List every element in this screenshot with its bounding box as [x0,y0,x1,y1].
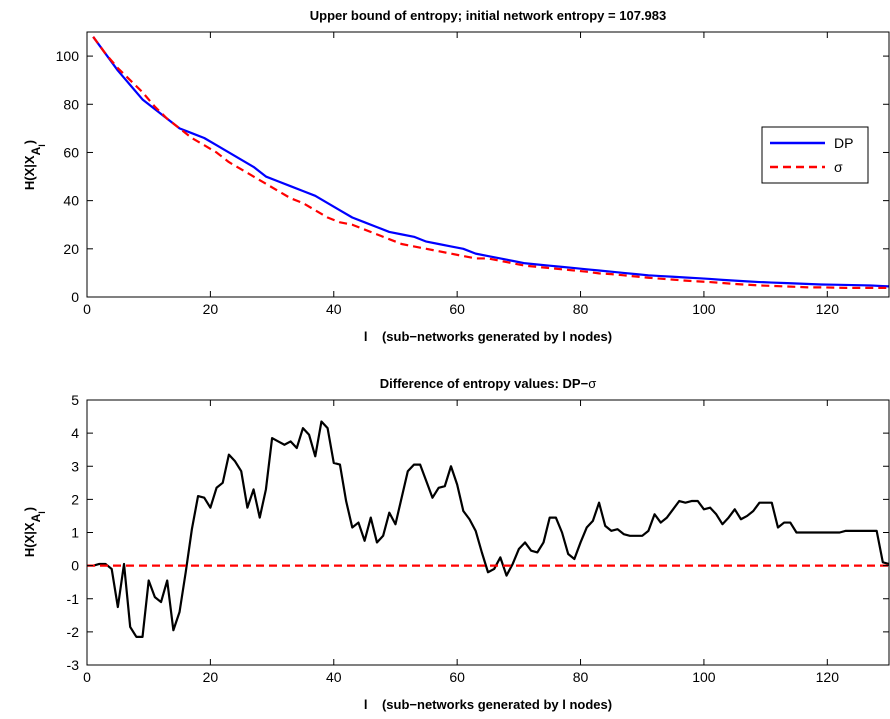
y-tick-label: 20 [63,241,79,257]
x-tick-label: 20 [203,669,219,685]
y-axis-label-top-main: H(X|X [22,155,37,190]
x-tick-label: 60 [449,301,465,317]
y-tick-label: 100 [56,48,80,64]
x-tick-label: 60 [449,669,465,685]
x-tick-label: 80 [573,301,589,317]
y-tick-label: 60 [63,144,79,160]
plot-area-top [87,32,889,297]
x-tick-label: 0 [83,669,91,685]
x-tick-label: 100 [692,301,716,317]
y-axis-label-bottom-close: ) [22,507,37,511]
y-tick-label: 80 [63,96,79,112]
x-tick-label: 80 [573,669,589,685]
panel-entropy-bound: Upper bound of entropy; initial network … [22,8,890,344]
chart-title-top: Upper bound of entropy; initial network … [310,8,666,23]
y-tick-label: 2 [71,491,79,507]
x-tick-label: 120 [816,669,840,685]
x-tick-label: 40 [326,301,342,317]
svg-text:H(X|XAl): H(X|XAl) [22,140,47,190]
y-tick-label: -1 [67,591,80,607]
y-tick-label: 5 [71,392,79,408]
y-tick-label: 40 [63,193,79,209]
series-line-difference [92,420,889,638]
axes-frame-top [86,31,890,298]
y-axis-label-bottom-subsub: l [37,511,47,514]
series-line-sigma [92,36,889,289]
y-tick-label: 0 [71,558,79,574]
legend-label-dp: DP [834,135,853,151]
tick-layer-top: 0 20 40 60 80 100 120 0 20 40 60 80 100 [56,32,889,317]
y-tick-label: -2 [67,624,80,640]
y-axis-label-bottom: H(X|XAl) [22,507,47,557]
y-tick-label: 0 [71,289,79,305]
y-axis-label-bottom-main: H(X|X [22,522,37,557]
x-tick-label: 100 [692,669,716,685]
y-axis-label-top-sub: A [29,146,43,155]
series-line-dp [92,36,889,288]
y-axis-label-bottom-sub: A [29,513,43,522]
chart-title-bottom-main: Difference of entropy values: DP− [380,376,589,391]
panel-entropy-difference: Difference of entropy values: DP−σ 0 20 40… [22,376,890,712]
y-axis-label-top-subsub: l [37,144,47,147]
y-axis-label-top: H(X|XAl) [22,140,47,190]
y-tick-label: -3 [67,657,80,673]
series-layer-bottom [87,420,889,638]
x-tick-label: 120 [816,301,840,317]
x-axis-label-bottom: l (sub−networks generated by l nodes) [364,697,612,712]
y-tick-label: 1 [71,525,79,541]
svg-text:H(X|XAl): H(X|XAl) [22,507,47,557]
x-tick-label: 40 [326,669,342,685]
axes-frame-bottom [86,399,890,666]
y-axis-label-top-close: ) [22,140,37,144]
plot-area-bottom [87,400,889,665]
tick-layer-bottom: 0 20 40 60 80 100 120 -3 -2 -1 0 1 2 3 4 5 [67,392,889,685]
chart-title-bottom-sigma: σ [588,376,596,391]
x-axis-label-top: l (sub−networks generated by l nodes) [364,329,612,344]
legend-label-sigma: σ [834,159,843,175]
chart-title-bottom: Difference of entropy values: DP−σ [380,376,596,391]
x-tick-label: 0 [83,301,91,317]
y-tick-label: 3 [71,458,79,474]
series-layer-top [92,36,889,289]
legend-box [761,126,869,184]
legend: DP σ [761,126,869,184]
x-tick-label: 20 [203,301,219,317]
y-tick-label: 4 [71,425,79,441]
